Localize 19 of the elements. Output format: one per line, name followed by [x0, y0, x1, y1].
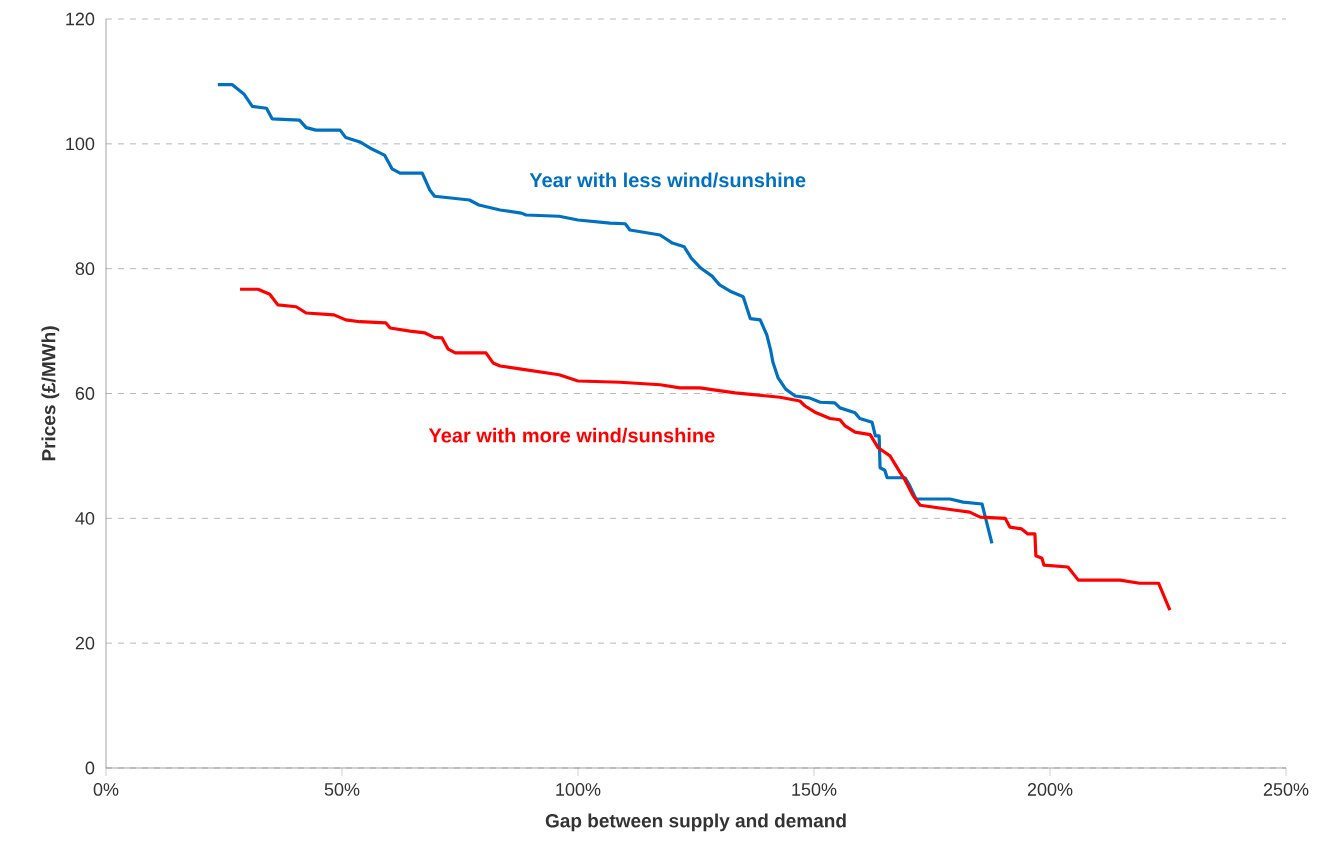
- x-axis-title: Gap between supply and demand: [545, 813, 846, 832]
- y-tick-label: 120: [66, 12, 95, 26]
- y-tick-label: 0: [85, 761, 95, 775]
- y-tick-label: 80: [75, 262, 95, 276]
- y-tick-label: 100: [66, 137, 95, 151]
- y-tick-label: 40: [75, 511, 95, 525]
- x-tick-label: 50%: [324, 783, 360, 796]
- x-tick-label: 0%: [93, 783, 119, 796]
- series-label: Year with more wind/sunshine: [428, 427, 715, 443]
- x-tick-label: 150%: [792, 783, 837, 796]
- y-tick-label: 20: [75, 636, 95, 650]
- line-series: [216, 82, 994, 545]
- line-series: [238, 287, 1172, 612]
- series-label: Year with less wind/sunshine: [529, 172, 806, 188]
- y-tick-label: 60: [75, 387, 95, 400]
- x-tick-label: 100%: [556, 783, 601, 796]
- x-tick-label: 200%: [1027, 783, 1073, 796]
- x-tick-label: 250%: [1263, 783, 1309, 796]
- y-axis-title: Prices (£/MWh): [41, 326, 60, 461]
